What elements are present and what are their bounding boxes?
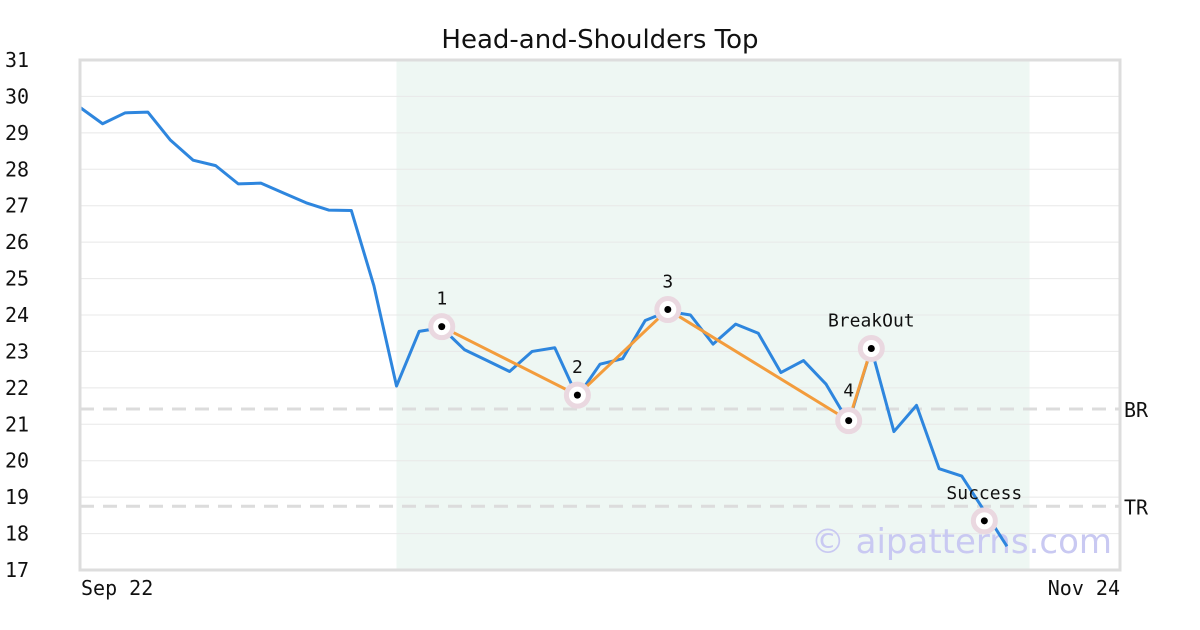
x-tick-label: Nov 24 — [1048, 576, 1120, 600]
watermark: © aipatterns.com — [811, 522, 1112, 562]
pattern-markers: 1 2 3 4 BreakOut Success — [428, 272, 1022, 535]
y-tick-label: 30 — [5, 84, 29, 108]
pattern-point-label: 1 — [436, 289, 447, 310]
y-tick-label: 19 — [5, 485, 29, 509]
y-tick-label: 29 — [5, 121, 29, 145]
pattern-point-dot — [438, 323, 446, 331]
y-tick-label: 26 — [5, 230, 29, 254]
pattern-point-dot — [573, 391, 581, 399]
plot-frame — [78, 58, 1122, 572]
pattern-point-dot — [980, 517, 988, 525]
y-tick-label: 18 — [5, 522, 29, 546]
y-tick-label: 17 — [5, 558, 29, 582]
horizontal-levels: BR TR — [80, 398, 1149, 519]
x-tick-label: Sep 22 — [81, 576, 153, 600]
y-tick-label: 27 — [5, 194, 29, 218]
y-tick-label: 20 — [5, 449, 29, 473]
y-tick-label: 31 — [5, 48, 29, 72]
pattern-point-dot — [867, 345, 875, 353]
pattern-point-dot — [845, 417, 853, 425]
pattern-point-label: 4 — [843, 381, 854, 402]
y-tick-label: 22 — [5, 376, 29, 400]
y-tick-label: 21 — [5, 412, 29, 436]
chart-title: Head-and-Shoulders Top — [441, 25, 758, 55]
level-label: TR — [1124, 495, 1149, 519]
y-tick-label: 24 — [5, 303, 29, 327]
pattern-point-label: Success — [946, 483, 1022, 504]
y-axis-ticks: 17 18 19 20 21 22 23 24 25 26 27 28 29 30 31 — [5, 48, 29, 582]
pattern-point-label: 2 — [572, 357, 583, 378]
y-tick-label: 23 — [5, 339, 29, 363]
level-label: BR — [1124, 398, 1149, 422]
pattern-point-label: BreakOut — [828, 311, 915, 332]
pattern-point-label: 3 — [662, 272, 673, 293]
y-tick-label: 25 — [5, 267, 29, 291]
y-tick-label: 28 — [5, 157, 29, 181]
pattern-point-dot — [664, 306, 672, 314]
x-axis-ticks: Sep 22 Nov 24 — [81, 576, 1120, 600]
